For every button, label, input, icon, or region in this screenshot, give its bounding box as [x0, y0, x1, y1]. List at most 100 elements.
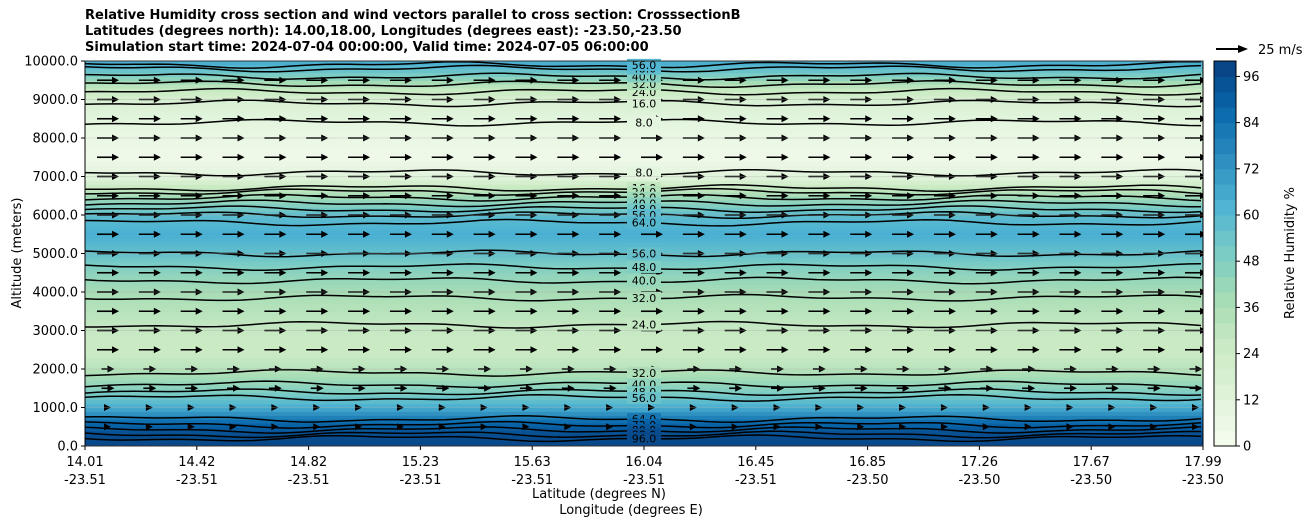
wind-vector-head: [823, 307, 831, 315]
wind-vector-head: [865, 346, 873, 354]
y-tick-label: 4000.0: [33, 286, 79, 301]
wind-vector-head: [781, 307, 789, 315]
colorbar-segment: [1214, 122, 1236, 139]
colorbar-segment: [1214, 384, 1236, 401]
contour-label: 40.0: [632, 274, 657, 287]
y-tick-label: 1000.0: [33, 401, 79, 416]
wind-vector-head: [522, 423, 530, 431]
wind-vector-head: [614, 76, 622, 84]
x-tick-label-lon: -23.51: [288, 473, 330, 488]
wind-vector-head: [145, 423, 153, 431]
wind-vector-head: [907, 76, 915, 84]
wind-vector-head: [404, 115, 412, 123]
wind-vector-head: [480, 423, 488, 431]
wind-vector-head: [279, 269, 287, 277]
wind-vector-head: [572, 76, 580, 84]
wind-vector-head: [446, 115, 454, 123]
wind-vector-head: [773, 423, 781, 431]
wind-vector-head: [572, 346, 580, 354]
wind-vector-head: [982, 423, 990, 431]
wind-vector-head: [112, 269, 119, 277]
wind-vector-head: [1158, 269, 1166, 277]
x-tick-label-lat: 17.67: [1073, 455, 1110, 470]
wind-vector-head: [1195, 384, 1203, 392]
wind-vector-head: [195, 153, 203, 161]
wind-vector-head: [907, 346, 915, 354]
humidity-band: [85, 241, 1203, 247]
wind-vector-head: [656, 346, 663, 354]
wind-vector-head: [1111, 384, 1119, 392]
quiver-key-label: 25 m/s: [1258, 43, 1303, 58]
wind-vector-head: [990, 346, 998, 354]
wind-vector-head: [530, 269, 538, 277]
wind-vector-head: [1200, 192, 1203, 200]
wind-vector-head: [446, 346, 454, 354]
wind-vector-head: [990, 153, 998, 161]
wind-vector-head: [990, 76, 998, 84]
x-tick-label-lat: 16.04: [625, 455, 662, 470]
wind-vector-head: [781, 115, 789, 123]
wind-vector-head: [488, 230, 496, 238]
wind-vector-head: [1069, 384, 1077, 392]
wind-vector-head: [1200, 269, 1203, 277]
wind-vector-head: [697, 192, 705, 200]
wind-vector-head: [153, 346, 161, 354]
x-tick-label-lon: -23.51: [511, 473, 553, 488]
wind-vector-head: [363, 346, 371, 354]
wind-vector-head: [899, 423, 907, 431]
humidity-band: [85, 145, 1203, 151]
contour-label: 16.0: [632, 97, 657, 110]
wind-vector-head: [112, 307, 119, 315]
wind-vector-head: [321, 269, 329, 277]
wind-vector-head: [1116, 192, 1124, 200]
wind-vector-head: [986, 384, 994, 392]
colorbar-segment: [1214, 184, 1236, 201]
colorbar-segment: [1214, 261, 1236, 278]
wind-vector-head: [1200, 230, 1203, 238]
humidity-band: [85, 230, 1203, 235]
wind-vector-head: [990, 115, 998, 123]
wind-vector-head: [781, 230, 789, 238]
colorbar-tick-label: 72: [1243, 162, 1260, 177]
contour-label-bg: [627, 216, 661, 229]
wind-vector-head: [606, 423, 614, 431]
wind-vector-head: [823, 269, 831, 277]
wind-vector-head: [153, 192, 161, 200]
wind-vector-head: [237, 192, 245, 200]
y-tick-label: 7000.0: [33, 170, 79, 185]
wind-vector-head: [396, 423, 404, 431]
wind-vector-head: [739, 76, 747, 84]
wind-vector-head: [355, 423, 363, 431]
contour-label-bg: [627, 391, 661, 404]
wind-vector-head: [1200, 307, 1203, 315]
wind-vector-head: [739, 115, 747, 123]
wind-vector-head: [1074, 115, 1082, 123]
quiver-key: 25 m/s: [1216, 43, 1303, 58]
wind-vector-head: [112, 153, 119, 161]
colorbar-segment: [1214, 245, 1236, 262]
humidity-band: [85, 157, 1203, 162]
colorbar-segment: [1214, 430, 1236, 447]
humidity-band: [85, 153, 1203, 158]
wind-vector-head: [446, 230, 454, 238]
wind-vector-head: [404, 153, 412, 161]
wind-vector-head: [153, 76, 161, 84]
colorbar-segment: [1214, 168, 1236, 185]
wind-vector-head: [279, 76, 287, 84]
wind-vector-head: [530, 307, 538, 315]
humidity-band: [85, 134, 1203, 139]
wind-vector-head: [689, 423, 697, 431]
humidity-band: [85, 307, 1203, 312]
wind-vector-head: [1108, 423, 1116, 431]
humidity-band: [85, 361, 1203, 366]
wind-vector-head: [948, 307, 956, 315]
colorbar-frame: [1213, 60, 1237, 447]
wind-vector-head: [777, 384, 785, 392]
wind-vector-head: [1074, 76, 1082, 84]
wind-vector-head: [316, 384, 324, 392]
wind-vector-head: [1192, 423, 1199, 431]
colorbar-segment: [1214, 215, 1236, 231]
wind-vector-head: [697, 346, 705, 354]
wind-vector-head: [112, 230, 119, 238]
x-tick-label-lat: 17.26: [961, 455, 998, 470]
